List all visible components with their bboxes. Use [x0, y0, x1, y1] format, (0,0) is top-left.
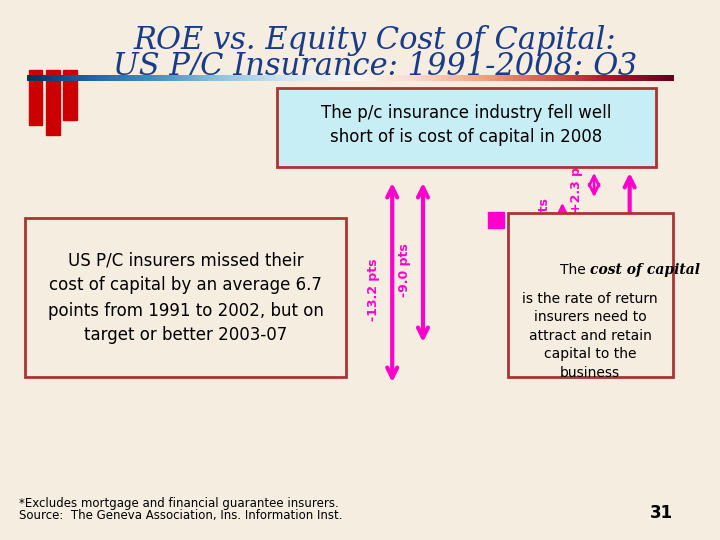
Text: -9.0 pts: -9.0 pts — [398, 243, 411, 297]
Text: ROE vs. Equity Cost of Capital:: ROE vs. Equity Cost of Capital: — [134, 25, 616, 56]
Bar — [29, 70, 42, 125]
Text: US P/C Insurance: 1991-2008: Q3: US P/C Insurance: 1991-2008: Q3 — [113, 50, 637, 81]
Text: Source:  The Geneva Association, Ins. Information Inst.: Source: The Geneva Association, Ins. Inf… — [19, 509, 343, 522]
Text: The: The — [560, 263, 590, 277]
Bar — [488, 212, 504, 228]
FancyBboxPatch shape — [25, 218, 346, 377]
Text: +2.3 pts: +2.3 pts — [570, 153, 582, 213]
Text: is the rate of return
insurers need to
attract and retain
capital to the
busines: is the rate of return insurers need to a… — [523, 292, 658, 380]
FancyBboxPatch shape — [277, 88, 656, 167]
Text: The p/c insurance industry fell well
short of is cost of capital in 2008: The p/c insurance industry fell well sho… — [321, 104, 611, 146]
Text: *Excludes mortgage and financial guarantee insurers.: *Excludes mortgage and financial guarant… — [19, 497, 339, 510]
Text: -13.2 pts: -13.2 pts — [366, 259, 379, 321]
FancyBboxPatch shape — [508, 213, 673, 377]
Text: -9.7 pts: -9.7 pts — [605, 253, 618, 307]
Text: cost of capital: cost of capital — [590, 263, 701, 277]
Text: US P/C insurers missed their
cost of capital by an average 6.7
points from 1991 : US P/C insurers missed their cost of cap… — [48, 252, 323, 345]
Bar — [46, 70, 60, 135]
Text: 31: 31 — [649, 504, 673, 522]
Bar — [63, 70, 77, 120]
Text: -1.7 pts: -1.7 pts — [538, 198, 551, 252]
